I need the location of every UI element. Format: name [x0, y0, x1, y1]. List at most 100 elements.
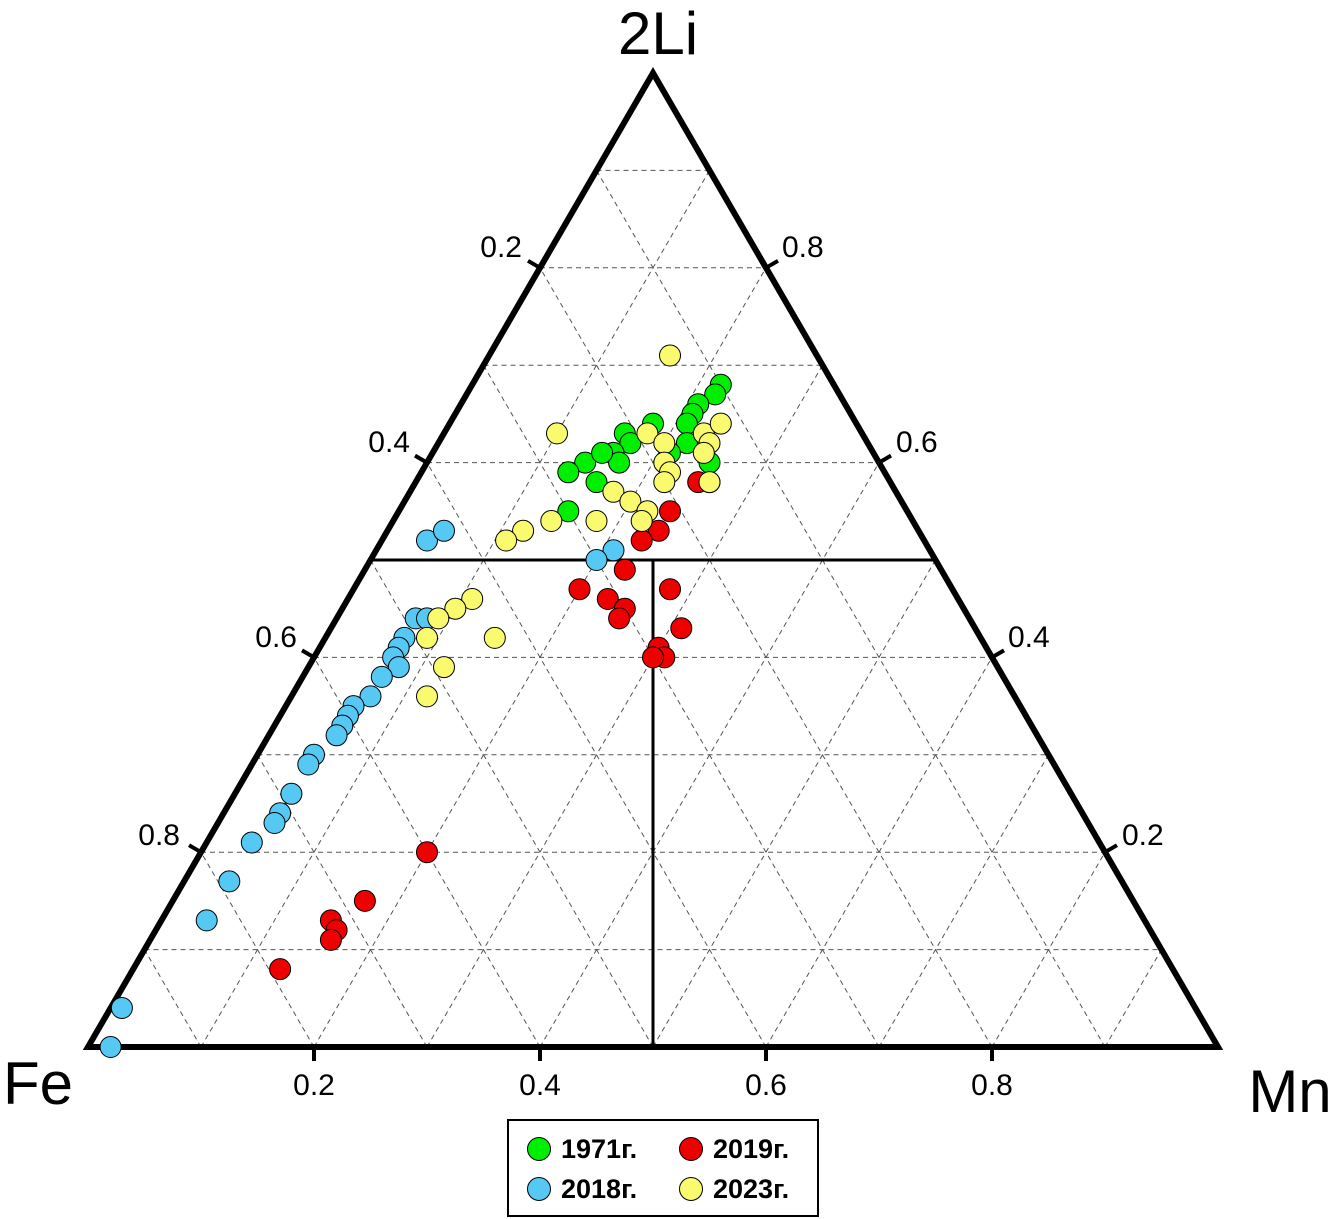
legend-item: 1971г.: [527, 1131, 637, 1167]
data-point: [698, 471, 721, 494]
data-point: [636, 422, 659, 445]
data-point: [704, 383, 727, 406]
data-point: [608, 607, 631, 630]
grid-line: [652, 559, 936, 1048]
data-point: [353, 889, 376, 912]
data-point: [427, 607, 450, 630]
bottom-tick-label: 0.6: [745, 1069, 787, 1102]
data-point: [195, 909, 218, 932]
data-point: [557, 500, 580, 523]
right-tick-label: 0.4: [1008, 621, 1050, 654]
axis-tick: [187, 843, 203, 854]
data-point: [540, 510, 563, 532]
data-point: [642, 646, 664, 669]
legend-label: 2023г.: [713, 1173, 790, 1204]
data-point: [602, 539, 625, 562]
left-tick-label: 0.4: [368, 426, 410, 459]
data-point: [653, 432, 676, 455]
data-point: [433, 519, 455, 542]
data-point: [512, 519, 535, 542]
data-point: [416, 841, 438, 864]
left-tick-label: 0.2: [480, 231, 522, 264]
grid-line: [483, 364, 880, 1048]
data-point: [359, 685, 382, 708]
data-point: [263, 812, 286, 834]
data-point: [218, 870, 241, 893]
data-point: [630, 529, 653, 552]
data-point: [659, 500, 681, 523]
triangle-border: [82, 67, 1224, 1050]
axis-tick: [1103, 843, 1119, 854]
axis-tick: [990, 648, 1006, 660]
data-point: [613, 558, 636, 581]
data-point: [433, 656, 455, 679]
right-tick-label: 0.2: [1122, 819, 1164, 852]
data-point: [574, 451, 597, 474]
left-tick-label: 0.6: [255, 621, 297, 654]
data-point: [269, 958, 292, 981]
data-point: [619, 490, 642, 513]
data-point: [280, 782, 303, 805]
grid-line: [596, 170, 1106, 1048]
axis-ticks: [187, 259, 1119, 1061]
data-point: [461, 588, 484, 610]
data-points: [99, 344, 732, 1058]
grid-line: [144, 949, 202, 1048]
data-point: [608, 451, 631, 474]
data-point: [630, 510, 653, 532]
axis-tick: [413, 453, 429, 465]
data-point: [653, 471, 676, 494]
legend-item: 2018г.: [527, 1171, 637, 1207]
axis-tick: [764, 259, 780, 270]
axis-tick: [300, 648, 316, 660]
data-point: [585, 549, 608, 571]
data-point: [675, 432, 698, 455]
data-point: [619, 432, 642, 455]
data-point: [596, 588, 619, 610]
legend-label: 2018г.: [561, 1173, 638, 1204]
axis-tick: [877, 453, 893, 465]
data-point: [495, 529, 518, 552]
bottom-tick-label: 0.8: [971, 1069, 1013, 1102]
apex-label-top: 2Li: [618, 0, 698, 67]
data-point: [110, 997, 133, 1019]
data-point: [416, 685, 438, 708]
data-point: [659, 344, 681, 367]
legend-label: 1971г.: [561, 1133, 638, 1164]
legend-item: 2023г.: [679, 1171, 789, 1207]
right-tick-label: 0.8: [782, 231, 824, 264]
data-point: [591, 441, 614, 464]
data-point: [416, 529, 438, 552]
apex-label-right: Mn: [1248, 1058, 1331, 1125]
legend-label: 2019г.: [713, 1133, 790, 1164]
data-point: [240, 831, 263, 854]
grid-line: [878, 754, 1049, 1048]
grid-line: [1104, 949, 1162, 1048]
left-tick-label: 0.8: [138, 819, 180, 852]
chart-legend: 1971г. 2019г. 2018г. 2023г.: [507, 1119, 819, 1217]
grid-line: [200, 851, 315, 1048]
data-point: [568, 578, 591, 601]
data-point: [370, 665, 393, 688]
data-point: [387, 656, 410, 679]
data-point: [325, 724, 348, 747]
data-point: [444, 597, 467, 620]
data-point: [483, 626, 506, 649]
triangle-frame: [82, 67, 1224, 1050]
data-point: [659, 578, 681, 601]
bottom-tick-label: 0.4: [519, 1069, 561, 1102]
data-point: [297, 753, 320, 776]
axis-tick: [526, 259, 542, 270]
right-tick-label: 0.6: [896, 426, 938, 459]
legend-marker: [527, 1137, 551, 1161]
legend-marker: [679, 1177, 703, 1201]
data-point: [416, 626, 438, 649]
data-point: [546, 422, 568, 445]
data-point: [319, 928, 342, 951]
grid-line: [991, 851, 1106, 1048]
data-point: [692, 441, 715, 464]
data-point: [99, 1036, 122, 1058]
data-point: [602, 480, 625, 503]
data-point: [670, 617, 693, 640]
